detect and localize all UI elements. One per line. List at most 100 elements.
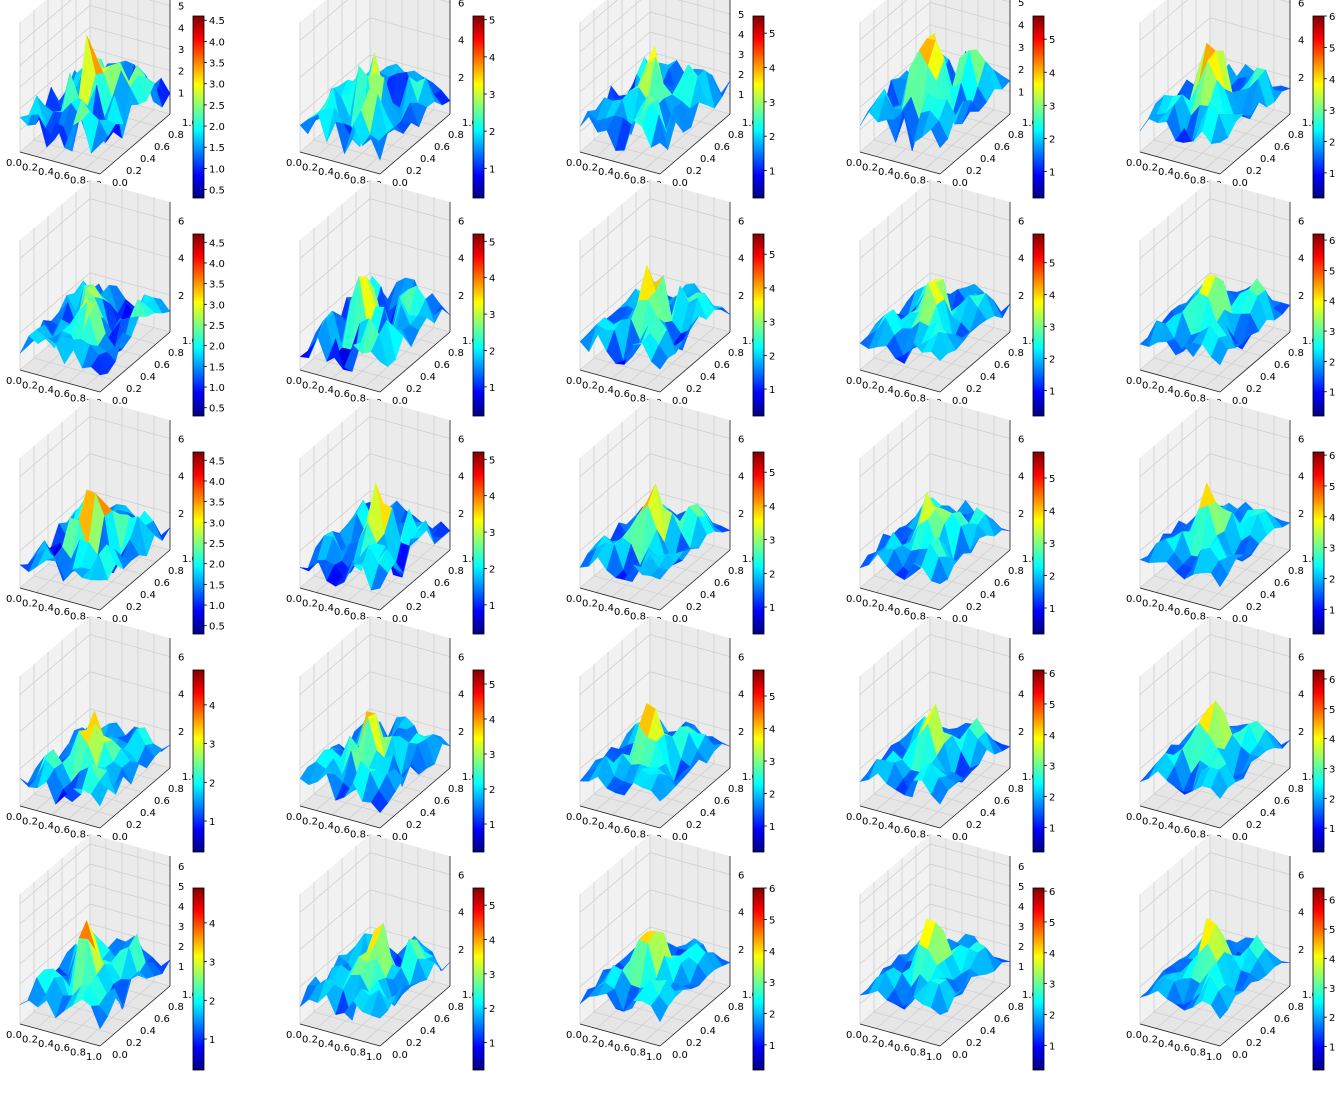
y-tick-label: 0.4 (980, 372, 996, 383)
y-tick-label: 0.8 (1288, 130, 1304, 141)
z-tick-label: 4 (1018, 690, 1024, 701)
z-tick-label: 6 (178, 217, 184, 228)
y-gridline (33, 1011, 115, 1035)
x-tick-label: 0.2 (582, 598, 598, 609)
colorbar-tick-label: 1 (769, 822, 775, 833)
x-axis-line (19, 587, 101, 611)
y-tick-label: 1.0 (1302, 336, 1318, 347)
x-tick-label: 0.0 (1126, 812, 1142, 823)
colorbar-tick-label: 6 (769, 884, 775, 895)
z-tick-label: 6 (1298, 871, 1304, 882)
y-gridline (33, 793, 115, 817)
x-tick-label: 0.4 (38, 385, 54, 396)
x-tick-label: 0.8 (630, 612, 646, 623)
x-tick-label: 0.2 (1142, 598, 1158, 609)
y-tick-label: 0.2 (966, 384, 982, 395)
z-tick-label: 5 (178, 2, 184, 13)
y-gridline (313, 793, 395, 817)
x-tick-label: 0.2 (582, 380, 598, 391)
colorbar-tick-label: 6 (1329, 12, 1335, 23)
z-tick-label: 6 (178, 435, 184, 446)
y-tick-label: 0.0 (952, 1050, 968, 1061)
x-tick-label: 0.2 (582, 162, 598, 173)
x-tick-label: 0.6 (894, 171, 910, 182)
colorbar-tick-label: 2 (1329, 574, 1335, 585)
z-tick-label: 6 (458, 653, 464, 664)
x-tick-label: 0.6 (614, 825, 630, 836)
x-tick-label: 0.8 (350, 176, 366, 187)
y-tick-label: 0.8 (1288, 1002, 1304, 1013)
y-tick-label: 0.2 (686, 1038, 702, 1049)
x-tick-label: 0.0 (566, 158, 582, 169)
y-tick-label: 0.2 (126, 820, 142, 831)
y-tick-label: 1.0 (1022, 772, 1038, 783)
z-tick-label: 2 (458, 509, 464, 520)
x-tick-label: 0.8 (630, 176, 646, 187)
colorbar-tick-label: 3 (1329, 327, 1335, 338)
colorbar-tick-label: 3.5 (209, 498, 225, 509)
y-tick-label: 0.6 (434, 578, 450, 589)
x-tick-label: 1.0 (646, 1052, 662, 1063)
colorbar-tick-label: 6 (1049, 887, 1055, 898)
z-tick-label: 6 (458, 435, 464, 446)
y-tick-label: 0.6 (714, 1014, 730, 1025)
x-tick-label: 1.0 (926, 1052, 942, 1063)
y-axis-line (659, 985, 731, 1047)
colorbar-tick-label: 3 (489, 90, 495, 101)
y-tick-label: 1.0 (1302, 772, 1318, 783)
z-gridline (299, 0, 451, 41)
y-axis-line (939, 113, 1011, 175)
x-tick-label: 0.0 (846, 376, 862, 387)
x-tick-label: 0.4 (318, 603, 334, 614)
y-tick-label: 0.2 (1246, 166, 1262, 177)
x-tick-label: 0.6 (54, 607, 70, 618)
x-tick-label: 0.4 (318, 167, 334, 178)
colorbar-tick-label: 4 (489, 53, 495, 64)
x-tick-label: 0.6 (54, 171, 70, 182)
y-tick-label: 0.2 (686, 820, 702, 831)
y-tick-label: 0.4 (700, 372, 716, 383)
surface-facet (930, 331, 949, 362)
colorbar-tick-label: 2 (489, 564, 495, 575)
y-gridline (873, 793, 955, 817)
y-axis-line (99, 767, 171, 829)
colorbar-tick-label: 1 (1329, 605, 1335, 616)
colorbar-tick-label: 5 (1329, 705, 1335, 716)
x-tick-label: 0.2 (302, 598, 318, 609)
y-tick-label: 0.8 (168, 784, 184, 795)
colorbar-tick-label: 1 (1049, 823, 1055, 834)
y-tick-label: 1.0 (742, 336, 758, 347)
colorbar-tick-label: 3 (1049, 762, 1055, 773)
y-tick-label: 0.6 (154, 142, 170, 153)
colorbar-tick-label: 4 (769, 947, 775, 958)
y-tick-label: 0.4 (140, 154, 156, 165)
x-tick-label: 0.6 (54, 389, 70, 400)
colorbar-tick-label: 3 (209, 740, 215, 751)
surface-panel: 0.00.20.40.60.81.00.00.20.40.60.81.02461… (1126, 0, 1335, 199)
x-axis-line (19, 1023, 101, 1047)
y-tick-label: 0.8 (448, 348, 464, 359)
x-tick-label: 0.2 (22, 816, 38, 827)
y-tick-label: 0.0 (392, 614, 408, 625)
x-tick-label: 0.0 (6, 376, 22, 387)
colorbar-tick-label: 5 (489, 680, 495, 691)
z-tick-label: 6 (1298, 435, 1304, 446)
y-tick-label: 0.0 (392, 178, 408, 189)
y-tick-label: 0.8 (1008, 784, 1024, 795)
surface-facet (1210, 113, 1229, 144)
x-tick-label: 0.2 (302, 380, 318, 391)
y-tick-label: 0.6 (1274, 796, 1290, 807)
colorbar-tick-label: 1 (489, 164, 495, 175)
colorbar-tick-label: 3 (489, 970, 495, 981)
colorbar-tick-label: 4 (1329, 735, 1335, 746)
colorbar-tick-label: 4 (769, 502, 775, 513)
y-gridline (873, 575, 955, 599)
z-tick-label: 2 (738, 291, 744, 302)
x-tick-label: 0.6 (894, 1043, 910, 1054)
x-tick-label: 0.4 (598, 385, 614, 396)
surface-facet (1210, 337, 1229, 366)
colorbar-tick-label: 5 (1329, 482, 1335, 493)
y-tick-label: 0.2 (1246, 820, 1262, 831)
x-axis-line (859, 369, 941, 393)
x-tick-label: 0.8 (70, 394, 86, 405)
